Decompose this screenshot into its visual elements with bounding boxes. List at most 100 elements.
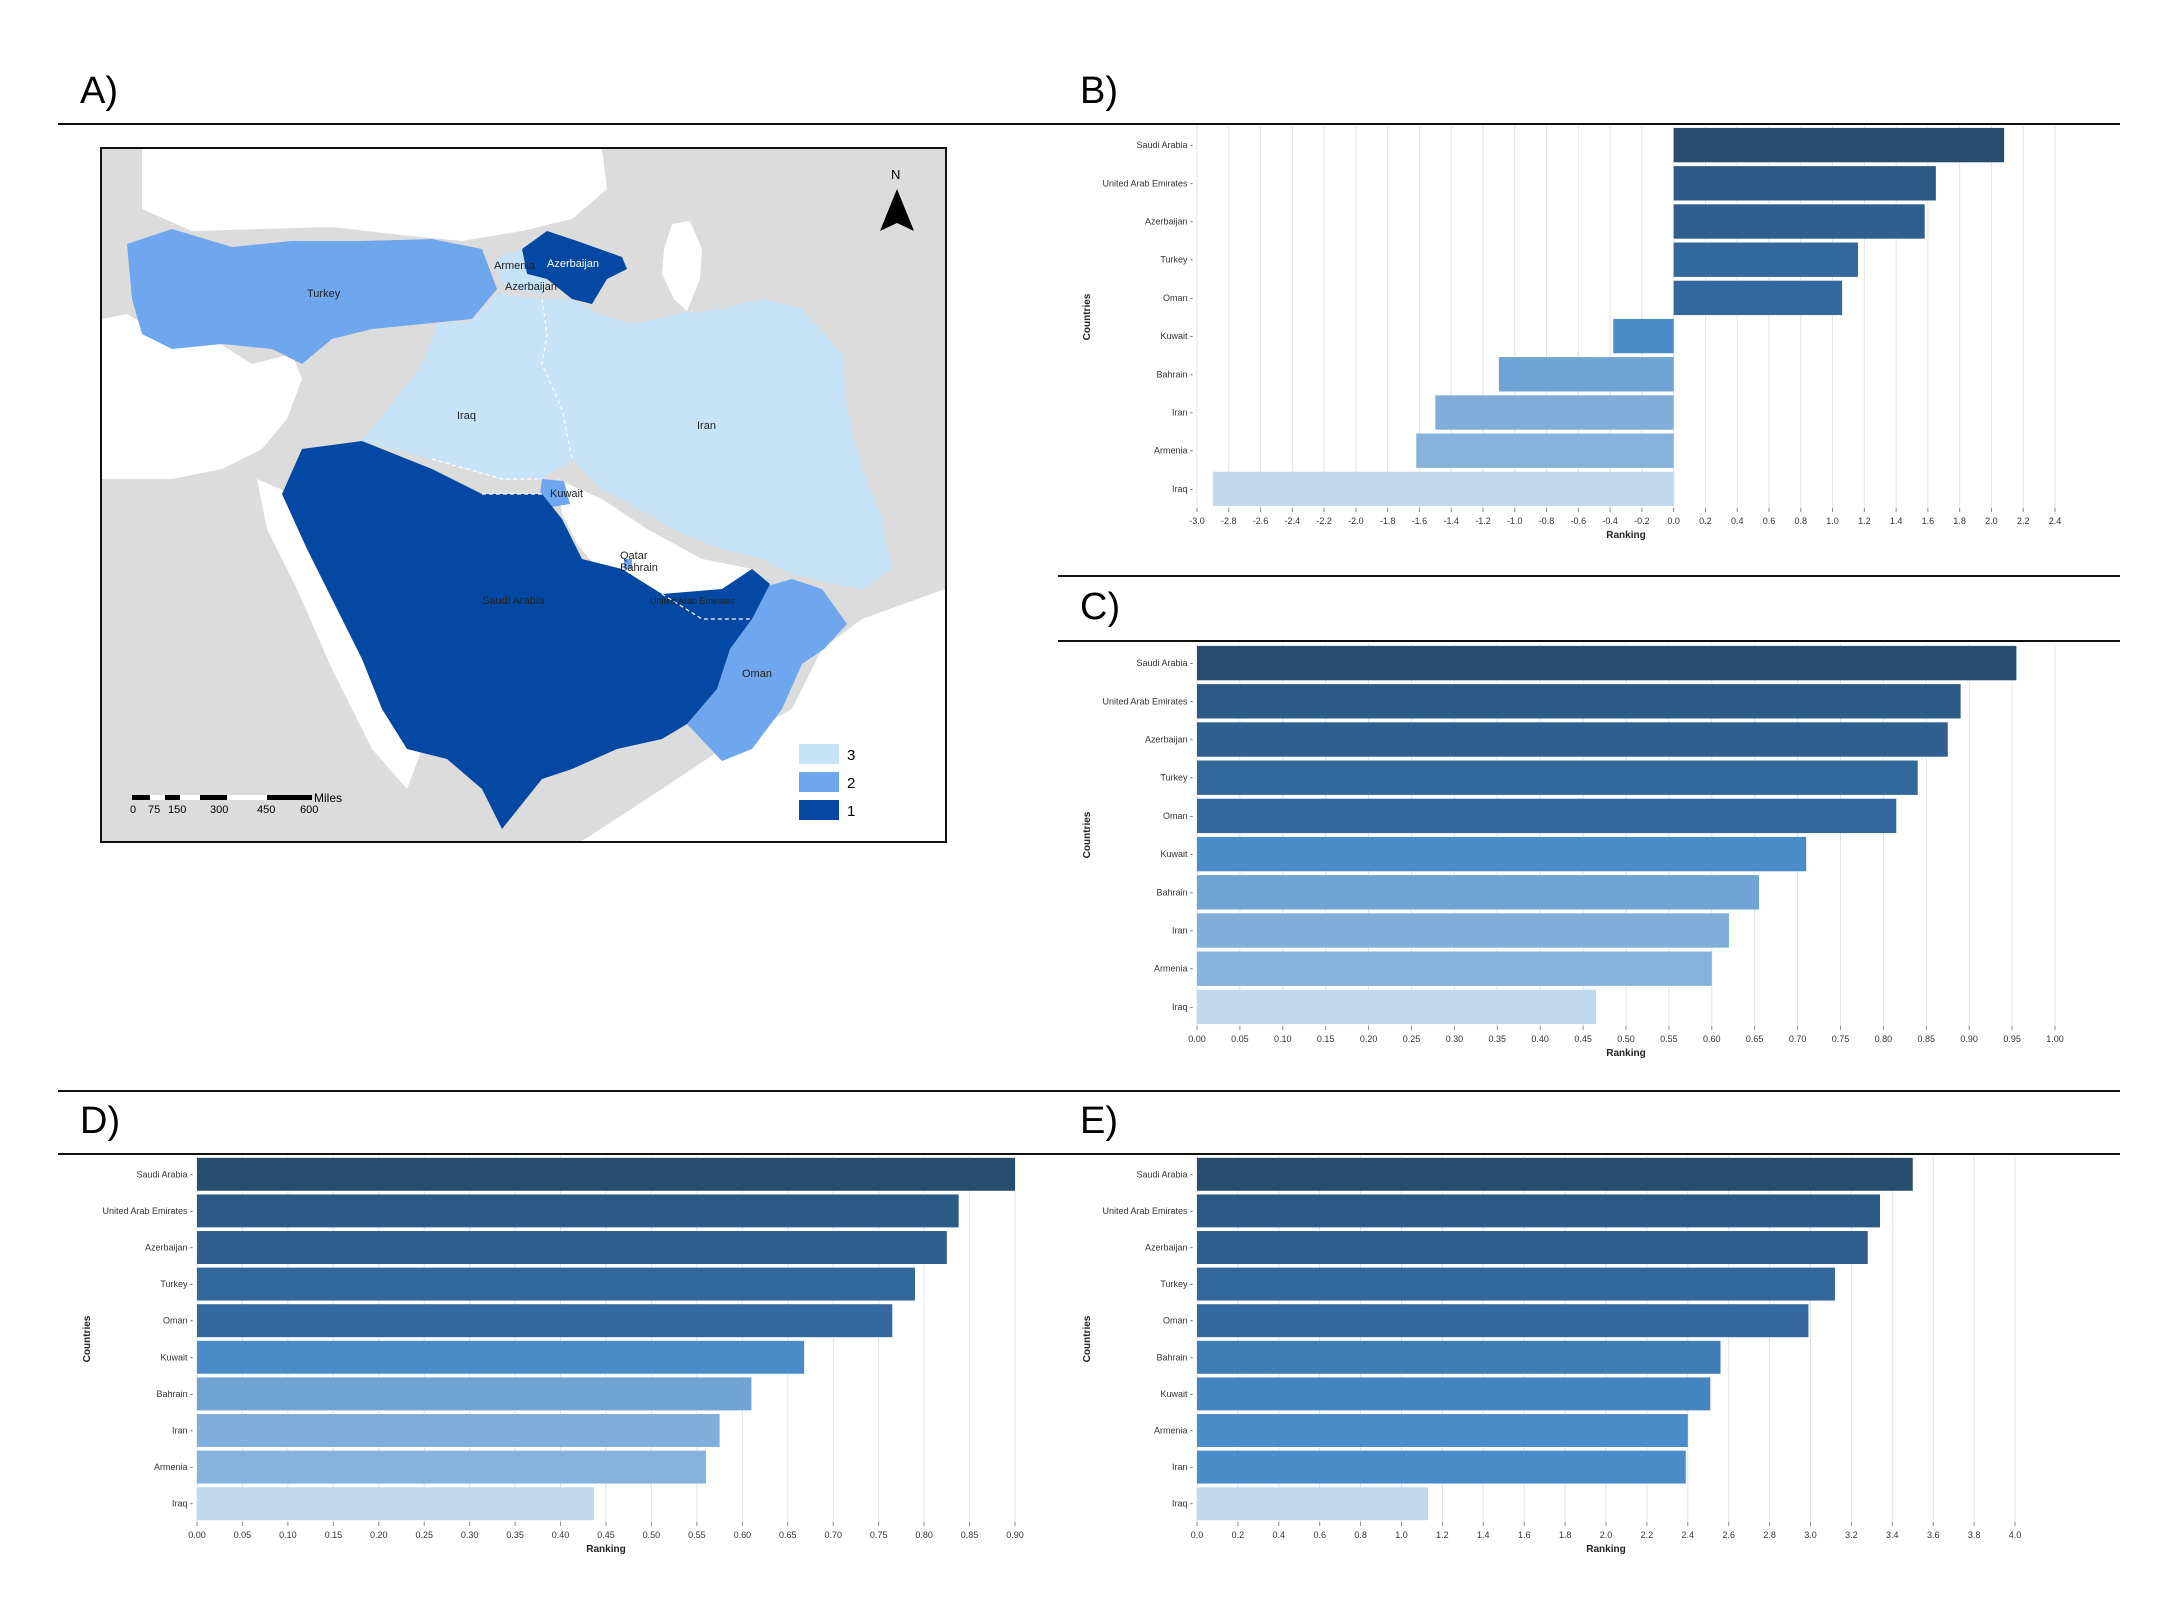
- mediterranean-sea: [102, 314, 302, 479]
- x-axis-title-e: Ranking: [1586, 1544, 1625, 1555]
- y-tick-label-b: Iran -: [1172, 408, 1193, 418]
- x-tick-label-b: 1.6: [1922, 516, 1935, 526]
- bar-c-oman: [1197, 798, 1897, 834]
- legend-swatch-3: [799, 744, 839, 764]
- chart-b: -3.0 -2.8 -2.6 -2.4 -2.2 -2.0 -1.8 -1.6 -1.4 -1.2…: [1082, 126, 2062, 541]
- x-tick-label-c: 0.45: [1574, 1034, 1592, 1044]
- x-tick-label-d: 0.10: [279, 1530, 297, 1540]
- bar-d-oman: [197, 1304, 893, 1338]
- x-tick-label-c: 0.85: [1918, 1034, 1936, 1044]
- x-tick-label-b: -1.4: [1443, 516, 1459, 526]
- legend-label-3: 3: [847, 747, 855, 764]
- panel-label-e: E): [1080, 1100, 1118, 1142]
- legend-swatch-1: [799, 800, 839, 820]
- x-tick-label-e: 2.4: [1682, 1530, 1695, 1540]
- map-label-kuwait: Kuwait: [550, 488, 583, 500]
- x-tick-label-d: 0.65: [779, 1530, 797, 1540]
- x-tick-label-c: 0.50: [1617, 1034, 1635, 1044]
- x-tick-label-b: 2.0: [1985, 516, 1998, 526]
- panel-rule-b-bottom: [1058, 575, 2120, 577]
- y-tick-label-c: Saudi Arabia -: [1136, 658, 1193, 668]
- x-tick-label-b: 0.4: [1731, 516, 1744, 526]
- scale-tick-300: 300: [210, 804, 228, 816]
- armenia-region: [497, 249, 547, 294]
- x-tick-label-b: 0.6: [1763, 516, 1776, 526]
- y-tick-label-e: Iraq -: [1172, 1499, 1193, 1509]
- x-tick-label-c: 0.20: [1360, 1034, 1378, 1044]
- y-tick-label-b: Turkey -: [1160, 255, 1193, 265]
- x-axis-title-b: Ranking: [1606, 530, 1645, 541]
- y-tick-label-b: Iraq -: [1172, 484, 1193, 494]
- bar-d-iraq: [197, 1487, 595, 1521]
- x-tick-label-b: -2.8: [1221, 516, 1237, 526]
- x-tick-label-c: 0.60: [1703, 1034, 1721, 1044]
- x-tick-label-e: 4.0: [2009, 1530, 2022, 1540]
- y-axis-title-e: Countries: [1082, 1315, 1093, 1362]
- y-tick-label-c: Iraq -: [1172, 1002, 1193, 1012]
- bar-c-united-arab-emirates: [1197, 684, 1961, 719]
- x-tick-label-d: 0.85: [961, 1530, 979, 1540]
- x-tick-label-c: 0.70: [1789, 1034, 1807, 1044]
- x-tick-label-b: -3.0: [1189, 516, 1205, 526]
- x-tick-label-b: -1.6: [1412, 516, 1428, 526]
- x-tick-label-c: 0.95: [2003, 1034, 2021, 1044]
- y-tick-label-c: Iran -: [1172, 926, 1193, 936]
- x-tick-label-e: 0.2: [1232, 1530, 1245, 1540]
- scale-unit: Miles: [314, 791, 342, 805]
- x-tick-label-e: 3.0: [1804, 1530, 1817, 1540]
- y-tick-label-c: Turkey -: [1160, 773, 1193, 783]
- x-tick-label-d: 0.80: [915, 1530, 933, 1540]
- bahrain-region: [624, 559, 632, 569]
- bar-e-turkey: [1197, 1267, 1836, 1301]
- y-tick-label-e: Oman -: [1163, 1316, 1193, 1326]
- bar-c-turkey: [1197, 760, 1918, 795]
- x-tick-label-c: 0.30: [1446, 1034, 1464, 1044]
- svg-text:N: N: [891, 167, 900, 182]
- iraq-region: [362, 294, 572, 479]
- x-tick-label-e: 0.0: [1191, 1530, 1204, 1540]
- x-tick-label-e: 1.2: [1436, 1530, 1449, 1540]
- x-tick-label-b: -2.2: [1316, 516, 1332, 526]
- y-tick-label-d: Bahrain -: [156, 1389, 193, 1399]
- y-tick-label-e: Iran -: [1172, 1462, 1193, 1472]
- bar-d-azerbaijan: [197, 1231, 947, 1264]
- x-tick-label-b: -0.2: [1634, 516, 1650, 526]
- x-tick-label-b: -1.2: [1475, 516, 1491, 526]
- x-tick-label-d: 0.75: [870, 1530, 888, 1540]
- x-tick-label-e: 2.2: [1641, 1530, 1654, 1540]
- x-tick-label-b: 2.4: [2049, 516, 2062, 526]
- x-tick-label-b: 1.8: [1953, 516, 1966, 526]
- y-tick-label-b: Saudi Arabia -: [1136, 140, 1193, 150]
- arabian-sea: [582, 589, 945, 841]
- red-sea: [257, 479, 422, 789]
- x-tick-label-c: 0.10: [1274, 1034, 1292, 1044]
- x-tick-label-b: 1.2: [1858, 516, 1871, 526]
- y-tick-label-b: Bahrain -: [1156, 369, 1193, 379]
- x-tick-label-d: 0.40: [552, 1530, 570, 1540]
- x-tick-label-d: 0.50: [643, 1530, 661, 1540]
- y-tick-label-d: Turkey -: [160, 1279, 193, 1289]
- x-tick-label-c: 0.90: [1960, 1034, 1978, 1044]
- y-axis-title-c: Countries: [1082, 811, 1093, 858]
- x-tick-label-b: -2.6: [1253, 516, 1269, 526]
- bar-e-saudi-arabia: [1197, 1157, 1913, 1191]
- bar-b-azerbaijan: [1673, 204, 1925, 239]
- bar-d-turkey: [197, 1267, 916, 1301]
- chart-c: 0.00 0.05 0.10 0.15 0.20 0.25 0.30 0.35 0.40 0.45…: [1082, 644, 2064, 1059]
- x-tick-label-d: 0.35: [506, 1530, 524, 1540]
- y-tick-label-e: Armenia -: [1154, 1426, 1193, 1436]
- panel-label-c: C): [1080, 586, 1121, 628]
- x-tick-label-e: 3.2: [1845, 1530, 1858, 1540]
- x-tick-label-b: -0.8: [1539, 516, 1555, 526]
- map-label-iraq: Iraq: [457, 410, 476, 422]
- y-tick-label-c: Kuwait -: [1160, 849, 1193, 859]
- bar-c-saudi-arabia: [1197, 645, 2017, 681]
- x-tick-label-e: 2.6: [1722, 1530, 1735, 1540]
- x-tick-label-b: 0.0: [1667, 516, 1680, 526]
- y-tick-label-c: Azerbaijan -: [1145, 735, 1193, 745]
- map-label-oman: Oman: [742, 668, 772, 680]
- bar-d-united-arab-emirates: [197, 1194, 959, 1228]
- y-tick-label-d: United Arab Emirates -: [102, 1206, 193, 1216]
- x-tick-label-e: 1.6: [1518, 1530, 1531, 1540]
- y-tick-label-c: Oman -: [1163, 811, 1193, 821]
